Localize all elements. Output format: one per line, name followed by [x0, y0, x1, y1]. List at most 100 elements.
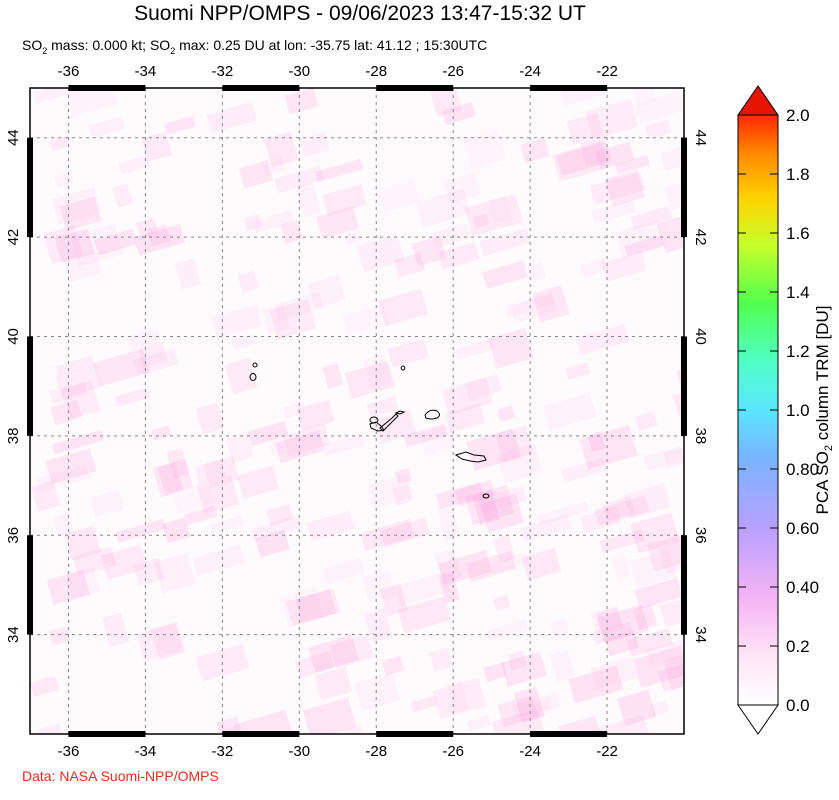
- lon-tick-label-top: -30: [288, 63, 310, 80]
- so2-patch: [361, 569, 397, 603]
- so2-patch: [36, 464, 90, 493]
- so2-patch: [445, 403, 486, 433]
- so2-patch: [550, 619, 570, 638]
- so2-patch: [415, 188, 471, 228]
- so2-patch: [344, 361, 395, 399]
- lon-tick-label-top: -24: [519, 63, 541, 80]
- so2-patch: [596, 604, 649, 644]
- so2-patch: [115, 518, 167, 543]
- so2-patch: [601, 495, 636, 522]
- so2-patch: [580, 506, 622, 534]
- colorbar-tick-label: 0.2: [786, 637, 810, 656]
- so2-patch: [211, 304, 262, 339]
- so2-patch: [446, 679, 470, 713]
- so2-patch: [472, 213, 489, 229]
- so2-patch: [322, 557, 365, 584]
- frame-band-bottom: [376, 731, 454, 737]
- so2-patch: [174, 258, 202, 290]
- so2-patch: [64, 88, 118, 118]
- lon-tick-label-top: -32: [212, 63, 234, 80]
- so2-patch: [532, 285, 570, 323]
- so2-patch: [559, 88, 607, 107]
- so2-patch: [344, 725, 366, 734]
- so2-patch: [438, 549, 493, 586]
- so2-patch: [154, 553, 197, 594]
- so2-patch: [101, 612, 130, 648]
- lat-tick-label-right: 42: [692, 229, 709, 246]
- colorbar: 2.0 1.8 1.6 1.4 1.2 1.0 0.80 0.60 0.40 0.2 0.0 PCA…: [737, 85, 835, 735]
- so2-patch: [269, 299, 317, 340]
- so2-patch: [604, 630, 639, 657]
- so2-patch: [465, 550, 517, 583]
- so2-patch: [489, 551, 530, 574]
- so2-patch: [437, 242, 480, 270]
- so2-patch: [203, 455, 240, 489]
- colorbar-tick-label: 1.8: [786, 165, 810, 184]
- lat-tick-label-left: 44: [5, 129, 22, 146]
- so2-patch: [556, 141, 611, 176]
- so2-patch: [296, 399, 335, 431]
- so2-patch: [316, 206, 360, 239]
- so2-patch: [660, 140, 684, 171]
- so2-patch: [662, 647, 684, 691]
- lat-tick-label-right: 36: [692, 527, 709, 544]
- lon-tick-label-top: -34: [135, 63, 157, 80]
- so2-patch: [164, 115, 197, 135]
- lat-tick-label-left: 38: [5, 428, 22, 445]
- colorbar-tick-label: 0.40: [786, 578, 819, 597]
- so2-patch: [410, 695, 439, 713]
- so2-patch: [61, 380, 101, 420]
- so2-patch: [100, 544, 148, 580]
- so2-patch: [617, 689, 657, 726]
- so2-patch: [520, 514, 572, 542]
- island-pico: [379, 413, 399, 432]
- so2-patch: [593, 714, 651, 734]
- so2-patch: [31, 480, 61, 512]
- so2-patch: [247, 420, 289, 446]
- so2-patch: [482, 260, 528, 289]
- so2-patch: [589, 656, 638, 690]
- lon-tick-label-bottom: -28: [365, 743, 387, 760]
- so2-patch: [294, 650, 335, 679]
- frame-bands: [27, 85, 687, 737]
- so2-patch: [224, 357, 258, 395]
- so2-patch: [64, 525, 102, 561]
- so2-patch: [394, 572, 451, 607]
- so2-patch: [136, 622, 184, 661]
- map-subtitle: SO2 mass: 0.000 kt; SO2 max: 0.25 DU at …: [22, 37, 488, 56]
- so2-patch: [464, 373, 503, 401]
- so2-patch: [379, 583, 408, 617]
- so2-patch: [442, 102, 476, 125]
- so2-patch: [575, 323, 629, 356]
- map-title: Suomi NPP/OMPS - 09/06/2023 13:47-15:32 …: [134, 2, 586, 25]
- so2-patch: [49, 381, 89, 405]
- so2-patch: [166, 448, 190, 479]
- so2-patch: [611, 555, 632, 581]
- so2-patch: [615, 219, 666, 259]
- so2-patch: [579, 135, 612, 166]
- azores-islands: [249, 362, 490, 499]
- so2-patch: [50, 399, 83, 426]
- so2-patch: [500, 651, 547, 687]
- so2-patch: [63, 251, 103, 283]
- so2-patch: [632, 88, 656, 107]
- so2-patch: [114, 387, 150, 408]
- so2-patch: [263, 131, 299, 168]
- map-background: [30, 88, 684, 734]
- island-sao-miguel: [454, 451, 487, 463]
- so2-patch: [630, 512, 680, 554]
- frame-band-right: [681, 336, 687, 436]
- so2-patch: [626, 628, 674, 657]
- so2-patch: [454, 480, 496, 507]
- so2-patch: [133, 558, 165, 587]
- frame-band-right: [681, 137, 687, 238]
- so2-patch: [432, 677, 487, 720]
- axis-labels: -36 -36 -34 -34 -32 -32 -30 -30 -28 -28 -26 -26 -24 -…: [5, 63, 709, 760]
- so2-patch: [48, 625, 71, 646]
- so2-patch: [466, 428, 522, 471]
- so2-patch: [411, 235, 447, 267]
- so2-patch: [438, 572, 461, 604]
- so2-patch: [283, 402, 305, 419]
- so2-patch: [549, 649, 576, 682]
- so2-patch: [643, 446, 684, 471]
